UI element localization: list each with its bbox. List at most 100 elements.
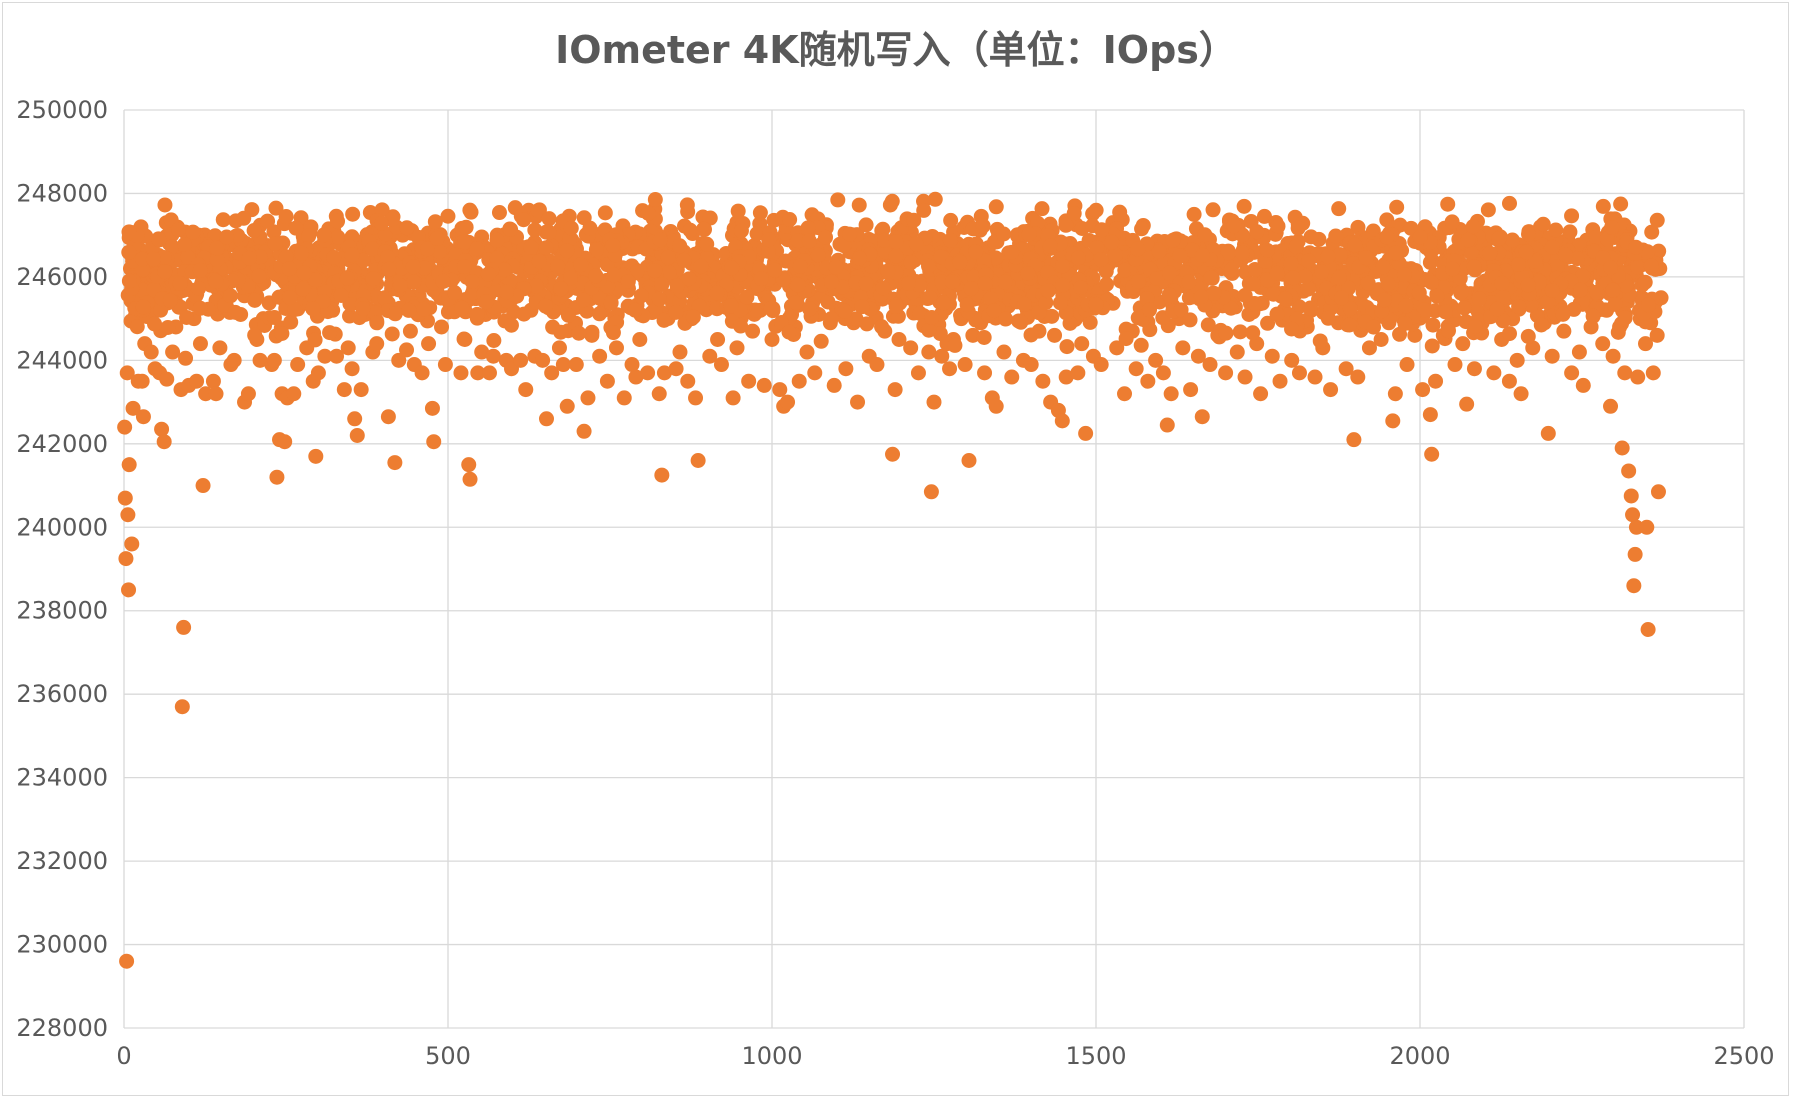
data-point	[1172, 248, 1188, 264]
data-point	[1205, 202, 1221, 218]
data-point	[1556, 323, 1572, 339]
data-point	[513, 352, 529, 368]
x-tick-label: 1000	[741, 1042, 802, 1070]
data-point	[1610, 324, 1626, 340]
data-point	[453, 365, 469, 381]
data-point	[1589, 285, 1605, 301]
data-point	[1347, 237, 1363, 253]
data-point	[943, 212, 959, 228]
data-point	[828, 259, 844, 275]
data-point	[157, 197, 173, 213]
data-point	[154, 421, 170, 437]
data-point	[1253, 386, 1269, 402]
data-point	[1257, 253, 1273, 269]
data-point	[1605, 282, 1621, 298]
data-point	[118, 551, 134, 567]
data-point	[1411, 285, 1427, 301]
data-point	[1623, 488, 1639, 504]
data-point	[344, 361, 360, 377]
data-point	[988, 199, 1004, 215]
data-point	[1333, 290, 1349, 306]
data-point	[885, 446, 901, 462]
data-point	[1259, 242, 1275, 258]
y-tick-label: 238000	[16, 597, 108, 625]
data-point	[246, 223, 262, 239]
data-point	[1058, 369, 1074, 385]
data-point	[1058, 217, 1074, 233]
data-point	[129, 319, 145, 335]
data-point	[251, 268, 267, 284]
data-point	[1181, 274, 1197, 290]
data-point	[1621, 463, 1637, 479]
data-point	[1288, 239, 1304, 255]
data-point	[800, 220, 816, 236]
data-point	[1440, 196, 1456, 212]
data-point	[1013, 314, 1029, 330]
data-point	[347, 411, 363, 427]
data-point	[1407, 327, 1423, 343]
gridlines	[123, 109, 1745, 1029]
data-point	[1424, 446, 1440, 462]
data-point	[1389, 199, 1405, 215]
data-point	[384, 326, 400, 342]
data-point	[550, 258, 566, 274]
data-point	[592, 306, 608, 322]
data-point	[189, 373, 205, 389]
data-point	[875, 280, 891, 296]
data-point	[470, 365, 486, 381]
data-point	[1272, 373, 1288, 389]
data-point	[125, 400, 141, 416]
data-point	[266, 224, 282, 240]
data-point	[1466, 361, 1482, 377]
data-point	[563, 220, 579, 236]
data-point	[469, 241, 485, 257]
data-point	[1447, 357, 1463, 373]
data-point	[1249, 224, 1265, 240]
data-point	[781, 324, 797, 340]
data-point	[1444, 214, 1460, 230]
data-point	[996, 344, 1012, 360]
data-point	[399, 220, 415, 236]
data-point	[227, 304, 243, 320]
data-point	[1466, 259, 1482, 275]
data-point	[801, 233, 817, 249]
data-point	[555, 357, 571, 373]
data-point	[836, 238, 852, 254]
data-point	[584, 324, 600, 340]
data-point	[1162, 265, 1178, 281]
data-point	[947, 337, 963, 353]
data-point	[875, 221, 891, 237]
data-point	[680, 373, 696, 389]
data-point	[1134, 221, 1150, 237]
data-point	[1149, 270, 1165, 286]
data-point	[668, 361, 684, 377]
data-point	[739, 289, 755, 305]
data-point	[496, 262, 512, 278]
data-point	[1548, 222, 1564, 238]
data-point	[1094, 222, 1110, 238]
data-point	[387, 455, 403, 471]
data-point	[1645, 365, 1661, 381]
data-point	[1200, 317, 1216, 333]
data-point	[160, 319, 176, 335]
data-point	[837, 303, 853, 319]
data-point	[1054, 258, 1070, 274]
data-point	[826, 377, 842, 393]
data-point	[1052, 295, 1068, 311]
data-point	[295, 281, 311, 297]
data-point	[1256, 208, 1272, 224]
data-point	[119, 365, 135, 381]
data-point	[134, 373, 150, 389]
data-point	[633, 288, 649, 304]
data-point	[1265, 286, 1281, 302]
data-point	[791, 373, 807, 389]
data-point	[1603, 398, 1619, 414]
data-point	[1346, 432, 1362, 448]
data-point	[330, 213, 346, 229]
data-point	[343, 296, 359, 312]
data-point	[469, 306, 485, 322]
data-point	[996, 226, 1012, 242]
data-point	[518, 382, 534, 398]
data-point	[709, 285, 725, 301]
data-point	[230, 227, 246, 243]
